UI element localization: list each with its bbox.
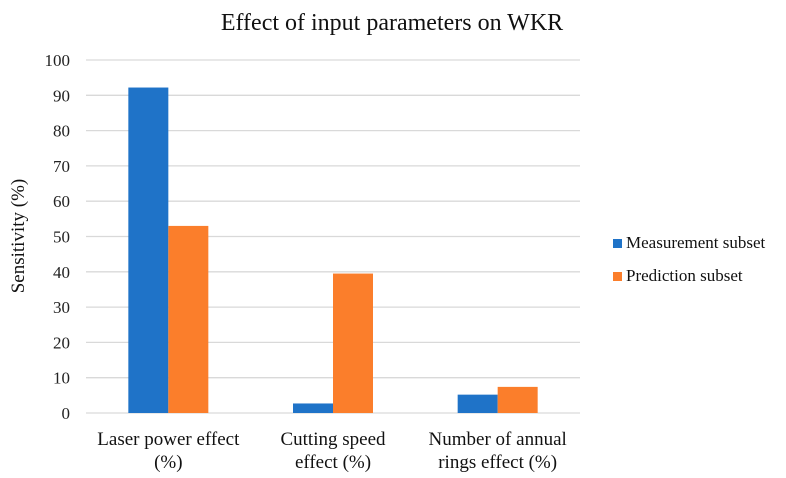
legend-swatch	[613, 272, 622, 281]
y-tick-label: 40	[53, 263, 70, 282]
chart-title: Effect of input parameters on WKR	[221, 10, 563, 36]
y-tick-label: 60	[53, 192, 70, 211]
legend: Measurement subset Prediction subset	[613, 233, 766, 285]
y-tick-label: 10	[53, 369, 70, 388]
bar-measurement-subset-0	[128, 87, 169, 413]
bar-prediction-subset-2	[497, 386, 538, 413]
legend-label: Prediction subset	[626, 266, 743, 285]
y-tick-label: 30	[53, 298, 70, 317]
bar-measurement-subset-1	[293, 403, 333, 413]
y-tick-label: 50	[53, 228, 70, 247]
y-tick-label: 90	[53, 86, 70, 105]
y-axis-ticks: 0 10 20 30 40 50 60 70 80 90 100	[45, 51, 71, 423]
bar-prediction-subset-0	[168, 225, 209, 413]
bars	[128, 87, 538, 413]
bar-measurement-subset-2	[457, 394, 498, 413]
x-category-label: Number of annual rings effect (%)	[429, 429, 567, 473]
x-category-label: Cutting speed effect (%)	[280, 429, 386, 473]
y-tick-label: 100	[45, 51, 71, 70]
legend-label: Measurement subset	[626, 233, 766, 252]
y-tick-label: 0	[62, 404, 71, 423]
y-axis-label: Sensitivity (%)	[8, 179, 29, 294]
legend-swatch	[613, 239, 622, 248]
x-category-label: Laser power effect (%)	[97, 429, 240, 473]
x-axis-category-labels: Laser power effect (%) Cutting speed effect…	[97, 429, 566, 473]
y-tick-label: 80	[53, 122, 70, 141]
bar-prediction-subset-1	[333, 273, 373, 413]
y-tick-label: 20	[53, 333, 70, 352]
y-tick-label: 70	[53, 157, 70, 176]
